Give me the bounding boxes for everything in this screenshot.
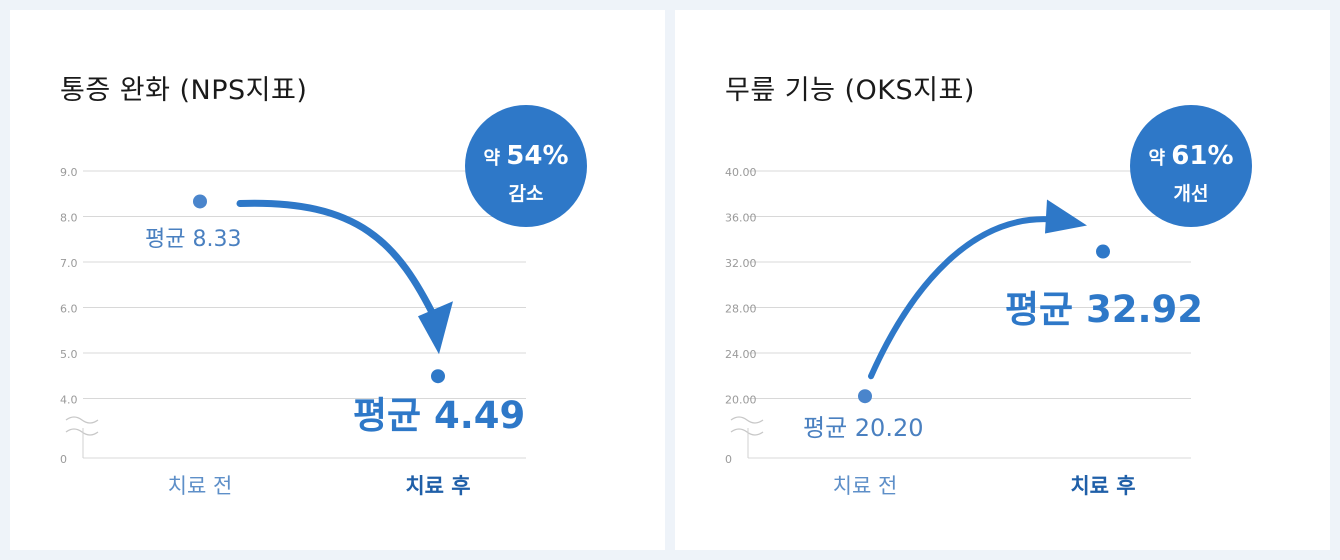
chart-title: 통증 완화 (NPS지표) xyxy=(60,75,308,106)
data-label-after: 평균 32.92 xyxy=(1005,288,1203,331)
x-category-label: 치료 후 xyxy=(405,474,470,498)
y-tick-label: 4.0 xyxy=(60,394,78,407)
y-tick-label: 20.00 xyxy=(725,394,757,407)
trend-arrow-shaft xyxy=(236,199,440,324)
axis-break-mark xyxy=(730,416,764,424)
y-tick-label: 9.0 xyxy=(60,166,78,179)
y-tick-label: 0 xyxy=(725,453,732,466)
chart-plot-nps: 9.0 8.0 7.0 6.0 5.0 4.0 0 치료 전 치료 후 평균 8.33 평균 4.4… xyxy=(60,105,587,498)
data-point-after xyxy=(1096,244,1110,259)
chart-title: 무릎 기능 (OKS지표) xyxy=(725,75,975,106)
axis-break-mark xyxy=(65,416,99,424)
y-tick-label: 32.00 xyxy=(725,257,757,270)
trend-arrow-shaft xyxy=(868,216,1056,380)
data-point-after xyxy=(431,369,445,384)
badge-percent: 61% xyxy=(1171,141,1233,171)
y-tick-label: 36.00 xyxy=(725,212,757,225)
trend-arrow-head xyxy=(1045,199,1087,234)
y-tick-label: 24.00 xyxy=(725,348,757,361)
data-label-before: 평균 8.33 xyxy=(145,227,241,252)
x-category-label: 치료 전 xyxy=(168,474,233,498)
axis-break-mark xyxy=(730,428,764,436)
y-tick-label: 40.00 xyxy=(725,166,757,179)
axis-break-mark xyxy=(65,428,99,436)
change-badge-label: 감소 xyxy=(509,183,544,205)
data-point-before xyxy=(193,194,207,209)
y-tick-label: 6.0 xyxy=(60,303,78,316)
y-tick-label: 8.0 xyxy=(60,212,78,225)
data-label-after: 평균 4.49 xyxy=(353,394,525,437)
data-label-before: 평균 20.20 xyxy=(803,414,924,442)
change-badge xyxy=(1130,105,1252,227)
x-category-label: 치료 전 xyxy=(833,474,898,498)
change-badge-value: 약 54% xyxy=(483,141,568,171)
y-tick-label: 5.0 xyxy=(60,348,78,361)
x-category-label: 치료 후 xyxy=(1070,474,1135,498)
data-point-before xyxy=(858,389,872,404)
chart-panel-nps: 통증 완화 (NPS지표) 9.0 8.0 7.0 6.0 5.0 4.0 0 치료 전 치료 … xyxy=(10,10,665,550)
y-tick-label: 0 xyxy=(60,453,67,466)
badge-percent: 54% xyxy=(506,141,568,171)
change-badge-value: 약 61% xyxy=(1148,141,1233,171)
change-badge xyxy=(465,105,587,227)
chart-panel-oks: 무릎 기능 (OKS지표) 40.00 36.00 32.00 28.00 24.00 2… xyxy=(675,10,1330,550)
chart-plot-oks: 40.00 36.00 32.00 28.00 24.00 20.00 0 치료 전 치료 후 평… xyxy=(725,105,1252,498)
badge-prefix: 약 xyxy=(483,147,506,169)
badge-prefix: 약 xyxy=(1148,147,1171,169)
y-tick-label: 7.0 xyxy=(60,257,78,270)
y-tick-label: 28.00 xyxy=(725,303,757,316)
change-badge-label: 개선 xyxy=(1174,183,1209,205)
trend-arrow-head xyxy=(418,301,453,355)
